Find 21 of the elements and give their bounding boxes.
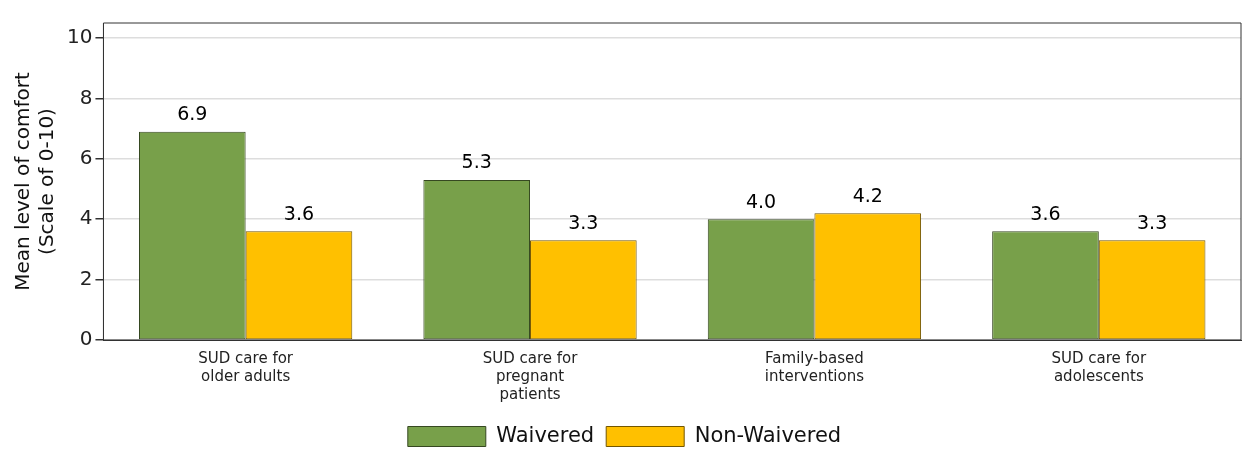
data-label: 4.2 (852, 183, 883, 206)
y-tick-label: 2 (79, 265, 93, 290)
data-label: 3.3 (568, 210, 599, 233)
data-label: 5.3 (461, 150, 492, 173)
x-tick-label: SUD care for adolescents (1051, 348, 1147, 385)
y-axis-title: Mean level of comfort (Scale of 0-10) (10, 72, 59, 291)
x-tick-label: SUD care for older adults (198, 348, 294, 385)
legend-label: Waivered (496, 422, 595, 447)
data-label: 3.6 (1030, 201, 1061, 224)
data-label: 6.9 (177, 102, 208, 125)
legend-label: Non-Waivered (694, 422, 842, 447)
y-tick-label: 8 (79, 84, 93, 109)
y-tick-label: 4 (79, 205, 93, 230)
x-tick-label: SUD care for pregnant patients (482, 348, 579, 403)
data-label: 3.6 (283, 201, 315, 224)
y-tick-label: 10 (67, 24, 93, 49)
y-tick-label: 6 (79, 145, 93, 170)
data-label: 3.3 (1137, 210, 1168, 233)
y-tick-label: 0 (79, 326, 93, 351)
data-label: 4.0 (745, 189, 777, 212)
x-tick-label: Family-based interventions (764, 348, 865, 385)
